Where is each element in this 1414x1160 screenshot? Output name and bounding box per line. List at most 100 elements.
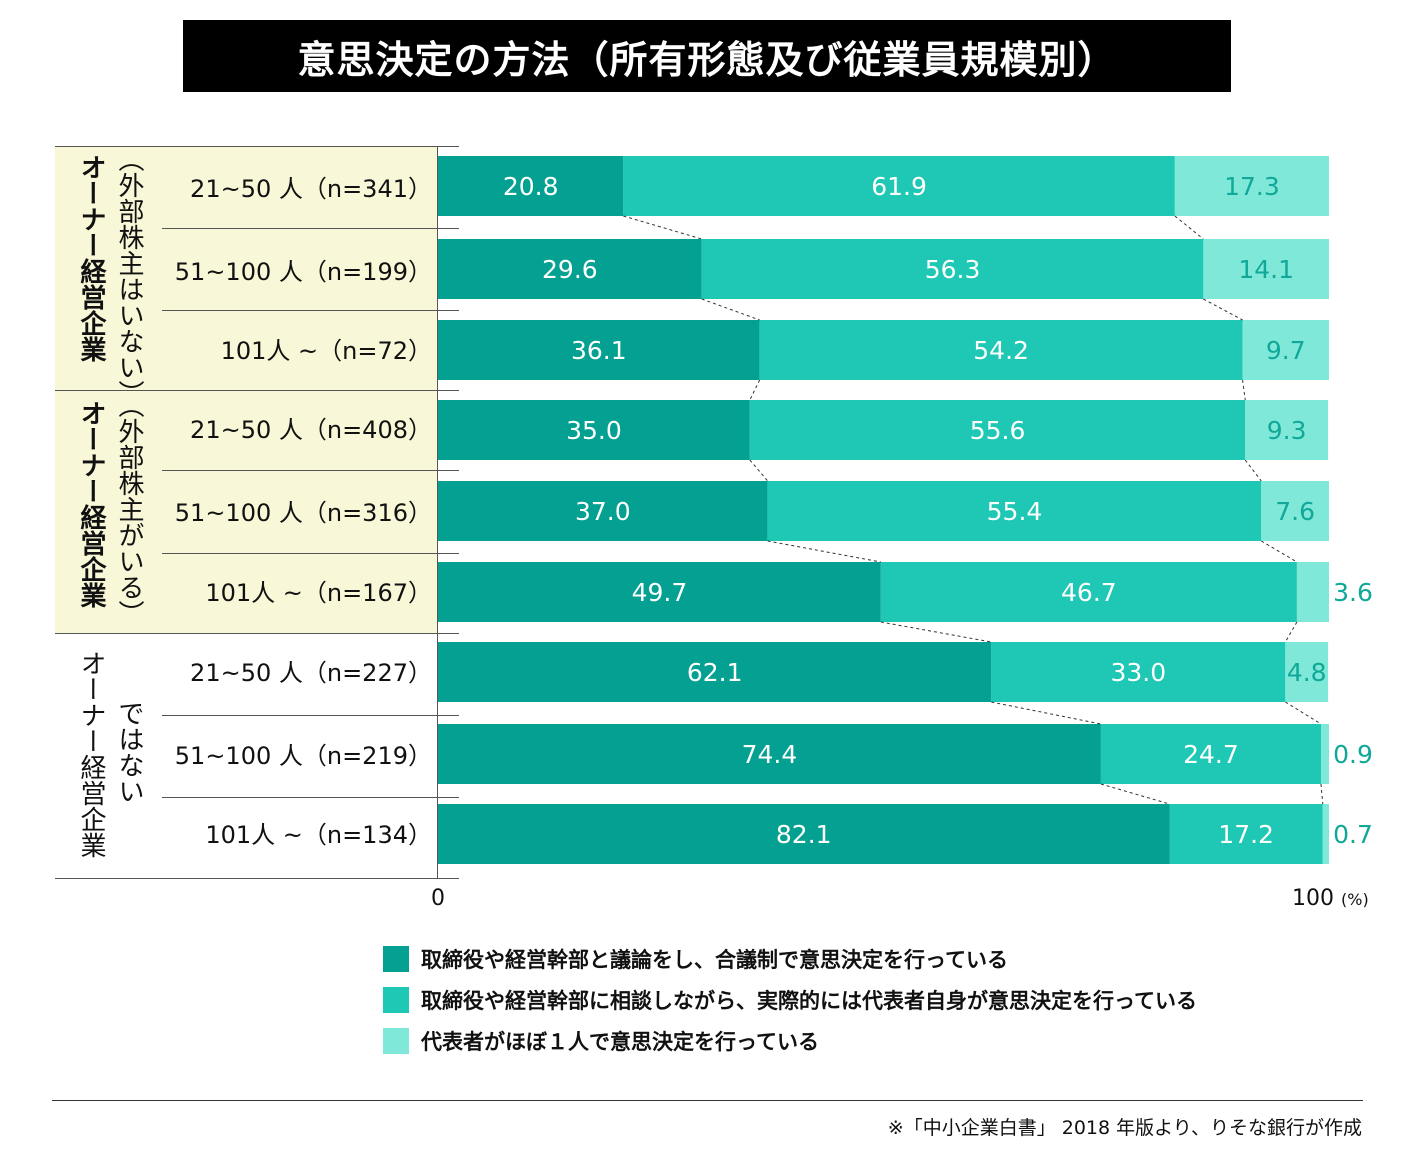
bar-segment <box>438 156 624 216</box>
data-label: 3.6 <box>1333 578 1373 607</box>
bar-segment <box>623 156 1175 216</box>
legend-label: 取締役や経営幹部と議論をし、合議制で意思決定を行っている <box>421 948 1008 972</box>
legend-item: 取締役や経営幹部に相談しながら、実際的には代表者自身が意思決定を行っている <box>383 985 1197 1015</box>
connector-line <box>880 621 992 643</box>
title-bar: 意思決定の方法（所有形態及び従業員規模別） <box>183 20 1231 92</box>
data-label: 0.9 <box>1333 740 1373 769</box>
bar-segment <box>1100 724 1321 784</box>
bar-segment <box>749 400 1246 460</box>
bar-segment <box>767 481 1262 541</box>
connector-line <box>749 459 769 482</box>
row-label: 51~100 人（n=316） <box>174 499 432 527</box>
group-background <box>55 390 438 633</box>
bar-segment <box>1169 804 1323 864</box>
row-divider <box>162 797 459 798</box>
group-sublabel: （外部株主はいない） <box>114 146 144 406</box>
bar-segment <box>1174 156 1329 216</box>
bar-segment <box>991 642 1286 702</box>
legend-label: 代表者がほぼ１人で意思決定を行っている <box>421 1030 819 1054</box>
x-tick-value: 100 <box>1292 886 1334 911</box>
data-label: 37.0 <box>575 497 631 526</box>
x-tick-label: 0 <box>431 886 445 911</box>
legend-swatch <box>383 1028 409 1054</box>
row-label: 101人 ~（n=72） <box>220 337 432 365</box>
bar-segment <box>438 239 702 299</box>
row-divider <box>162 553 459 554</box>
bar-segment <box>1322 804 1329 864</box>
connector-line <box>1261 540 1298 563</box>
row-divider <box>162 715 459 716</box>
bar-segment <box>701 239 1204 299</box>
row-label: 101人 ~（n=167） <box>205 579 432 607</box>
data-label: 9.3 <box>1267 416 1307 445</box>
data-label: 17.2 <box>1218 820 1274 849</box>
data-label: 46.7 <box>1061 578 1117 607</box>
data-label: 9.7 <box>1266 336 1306 365</box>
source-note: ※「中小企業白書」 2018 年版より、りそな銀行が作成 <box>887 1117 1362 1139</box>
group-sublabel: （外部株主がいる） <box>114 392 144 626</box>
row-label: 21~50 人（n=408） <box>190 416 432 444</box>
bar-segment <box>1320 724 1329 784</box>
frame-line <box>55 146 459 147</box>
row-label: 21~50 人（n=341） <box>190 175 432 203</box>
connector-line <box>1284 621 1298 643</box>
row-label: 51~100 人（n=219） <box>174 742 432 770</box>
connector-line <box>767 540 881 563</box>
bar-segment <box>759 320 1243 380</box>
connector-line <box>1242 379 1246 401</box>
legend-swatch <box>383 987 409 1013</box>
bar-segment <box>1203 239 1329 299</box>
frame-line <box>55 390 459 391</box>
data-label: 20.8 <box>503 172 559 201</box>
bar-segment <box>438 804 1170 864</box>
data-label: 4.8 <box>1287 658 1327 687</box>
bar-segment <box>438 724 1101 784</box>
frame-line <box>55 878 459 879</box>
data-label: 0.7 <box>1333 820 1373 849</box>
data-label: 35.0 <box>566 416 622 445</box>
bar-segment <box>438 562 881 622</box>
connector-line <box>623 215 702 240</box>
legend-item: 代表者がほぼ１人で意思決定を行っている <box>383 1026 819 1056</box>
group-sublabel: ではない <box>114 700 144 804</box>
connector-line <box>1285 701 1322 725</box>
legend-item: 取締役や経営幹部と議論をし、合議制で意思決定を行っている <box>383 944 1008 974</box>
connector-line <box>1244 459 1262 482</box>
group-label: オーナー経営企業 <box>76 650 106 858</box>
x-tick-label: 100 (%) <box>1292 886 1369 911</box>
group-label: オーナー経営企業 <box>76 400 106 608</box>
bar-segment <box>1242 320 1329 380</box>
footer-divider <box>52 1100 1363 1101</box>
bar-segment <box>438 642 992 702</box>
bar-segment <box>1245 400 1329 460</box>
data-label: 49.7 <box>632 578 688 607</box>
group-background <box>55 146 438 390</box>
row-label: 51~100 人（n=199） <box>174 258 432 286</box>
bar-segment <box>438 481 768 541</box>
connector-line <box>1174 215 1204 240</box>
data-label: 54.2 <box>973 336 1029 365</box>
legend-swatch <box>383 946 409 972</box>
data-label: 55.6 <box>970 416 1026 445</box>
x-unit-label: (%) <box>1341 890 1369 909</box>
data-label: 36.1 <box>571 336 627 365</box>
frame-line <box>55 633 459 634</box>
data-label: 7.6 <box>1275 497 1315 526</box>
data-label: 14.1 <box>1238 255 1294 284</box>
data-label: 24.7 <box>1183 740 1239 769</box>
data-label: 62.1 <box>687 658 743 687</box>
row-divider <box>162 470 459 471</box>
connector-line <box>749 379 761 401</box>
connector-line <box>991 701 1102 725</box>
bar-segment <box>1261 481 1329 541</box>
data-label: 56.3 <box>925 255 981 284</box>
data-label: 55.4 <box>987 497 1043 526</box>
stacked-bar-chart: 20.8 61.9 17.3 29.6 56.3 14.1 36.1 54.2 9.7 35.0 5… <box>438 156 1373 864</box>
connector-line <box>701 298 760 321</box>
data-label: 82.1 <box>776 820 832 849</box>
bar-segment <box>880 562 1297 622</box>
bar-segment <box>438 320 760 380</box>
row-divider <box>162 228 459 229</box>
bar-segment <box>1296 562 1329 622</box>
axis-zero-line <box>437 146 438 878</box>
